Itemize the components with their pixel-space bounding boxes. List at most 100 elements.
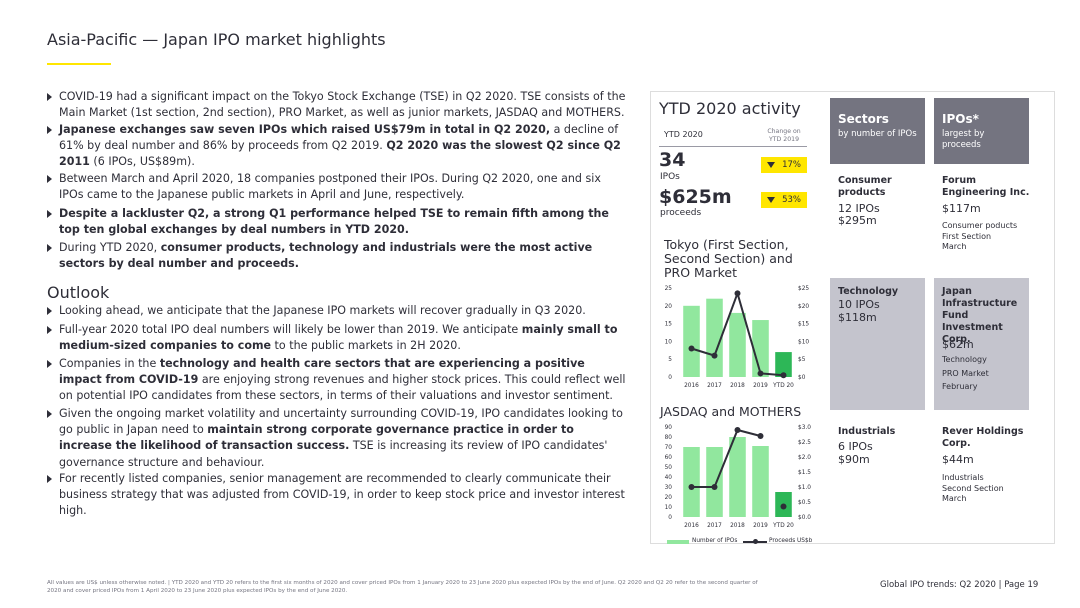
x-tick-label: 2017	[707, 383, 722, 389]
ipo-month: February	[942, 382, 978, 391]
ipo-name: Japan Infrastructure Fund Investment Cor…	[942, 286, 1018, 345]
highlight-text: During YTD 2020, consumer products, tech…	[59, 241, 593, 271]
x-tick-label: 2018	[730, 383, 745, 389]
ytd-title: YTD 2020 activity	[659, 99, 801, 118]
ipo-sector: Industrials	[942, 473, 984, 482]
y-left-tick-label: 15	[665, 322, 673, 328]
y-right-tick-label: $20	[798, 304, 809, 310]
proceeds-line	[691, 428, 761, 488]
y-right-tick-label: $15	[798, 322, 809, 328]
highlight-text: Despite a lackluster Q2, a strong Q1 per…	[59, 207, 609, 237]
sectors-header: Sectors by number of IPOs	[830, 98, 925, 164]
legend-line-marker	[753, 539, 758, 544]
ipo-market: First Section	[942, 231, 992, 241]
proceeds-change-value: 53%	[782, 195, 801, 205]
proceeds-point	[757, 370, 764, 377]
y-right-tick-label: $3.0	[798, 425, 811, 431]
proceeds-point	[780, 503, 787, 510]
sector-ipos: 6 IPOs	[838, 440, 873, 453]
outlook-text: Full-year 2020 total IPO deal numbers wi…	[59, 323, 618, 353]
ytd-proceeds-value: $625m	[659, 186, 732, 208]
ipo-row-3: Rever Holdings Corp. $44m Industrials Se…	[934, 418, 1029, 528]
ipo-count-bar	[729, 437, 746, 517]
ipo-market: PRO Market	[942, 369, 989, 378]
ipo-count-bar	[683, 447, 700, 517]
ipos-change-badge: 17%	[761, 157, 807, 173]
ipo-row-2: Japan Infrastructure Fund Investment Cor…	[934, 278, 1029, 410]
down-arrow-icon	[767, 162, 775, 168]
y-left-tick-label: 50	[665, 465, 673, 471]
ipo-proceeds: $117m	[942, 202, 981, 215]
ipo-market: Second Section	[942, 483, 1004, 493]
bullet-icon	[47, 307, 52, 315]
y-right-tick-label: $0.5	[798, 500, 811, 506]
ipos-change-value: 17%	[782, 160, 801, 170]
y-right-tick-label: $10	[798, 339, 809, 345]
y-right-tick-label: $1.0	[798, 485, 811, 491]
proceeds-point	[688, 345, 695, 352]
x-tick-label: 2016	[684, 523, 699, 529]
proceeds-point	[780, 372, 787, 379]
y-left-tick-label: 30	[665, 485, 673, 491]
x-tick-label: 2017	[707, 523, 722, 529]
proceeds-point	[734, 427, 741, 433]
down-arrow-icon	[767, 197, 775, 203]
ipo-row-1: Forum Engineering Inc. $117m Consumer po…	[934, 168, 1029, 271]
ipo-month: March	[942, 242, 967, 251]
sector-name: Consumer products	[838, 175, 892, 198]
x-tick-label: 2019	[753, 523, 768, 529]
sector-ipos: 12 IPOs	[838, 202, 880, 215]
sector-row-3: Industrials 6 IPOs $90m	[830, 418, 925, 528]
bullet-icon	[47, 475, 52, 483]
ipo-count-bar	[752, 446, 769, 517]
proceeds-change-badge: 53%	[761, 192, 807, 208]
y-left-tick-label: 60	[665, 455, 673, 461]
y-left-tick-label: 0	[668, 375, 672, 381]
ipo-count-bar	[706, 298, 723, 377]
y-left-tick-label: 70	[665, 445, 673, 451]
title-underline	[47, 63, 111, 65]
y-left-tick-label: 40	[665, 475, 673, 481]
ytd-proceeds-unit: proceeds	[660, 208, 702, 218]
legend-line-label: Proceeds US$b	[769, 538, 813, 544]
footnote: All values are US$ unless otherwise note…	[47, 580, 758, 594]
bullet-icon	[47, 210, 52, 218]
ipo-count-bar	[706, 447, 723, 517]
tokyo-chart: 0 5 10 15 20 25 $0 $5 $10 $15 $20 $25 2016 2017 2018 20…	[665, 286, 810, 389]
ipo-count-bar	[729, 312, 746, 377]
highlight-text: Japanese exchanges saw seven IPOs which …	[59, 123, 621, 169]
bullet-icon	[47, 175, 52, 183]
bullet-icon	[47, 410, 52, 418]
page-label: Global IPO trends: Q2 2020 | Page 19	[880, 580, 1039, 590]
ipo-sector: Consumer poducts	[942, 221, 1018, 230]
x-tick-label: YTD 20	[772, 383, 794, 389]
sector-name: Industrials	[838, 426, 896, 437]
y-left-tick-label: 10	[665, 505, 673, 511]
jasdaq-chart: 0 10 20 30 40 50 60 70 80 90 $0.0 $0.5 $1.0 $1.5 $2.0 $…	[665, 425, 812, 529]
ipo-proceeds: $44m	[942, 453, 974, 466]
change-label: Change on YTD 2019	[767, 128, 801, 143]
y-right-tick-label: $25	[798, 286, 809, 292]
proceeds-point	[688, 484, 695, 490]
outlook-text: Companies in the technology and health c…	[59, 357, 626, 403]
ipo-name: Rever Holdings Corp.	[942, 426, 1024, 449]
y-left-tick-label: 0	[668, 515, 672, 521]
x-tick-label: 2016	[684, 383, 699, 389]
y-left-tick-label: 10	[665, 339, 673, 345]
ytd-ipos-value: 34	[659, 149, 686, 171]
ipo-count-bar	[683, 305, 700, 377]
bullet-icon	[47, 126, 52, 134]
sectors-header-subtitle: by number of IPOs	[838, 129, 917, 139]
proceeds-point	[757, 433, 764, 439]
chart-legend: Number of IPOs Proceeds US$b	[667, 538, 817, 548]
sector-row-2: Technology 10 IPOs $118m	[830, 278, 925, 410]
ipos-header-title: IPOs*	[942, 112, 979, 126]
y-right-tick-label: $1.5	[798, 470, 811, 476]
highlight-text: COVID-19 had a significant impact on the…	[59, 90, 626, 120]
y-right-tick-label: $2.5	[798, 440, 811, 446]
outlook-text: For recently listed companies, senior ma…	[59, 472, 625, 518]
ipo-count-bar	[752, 320, 769, 377]
ipo-sector: Technology	[942, 355, 987, 364]
y-right-tick-label: $2.0	[798, 455, 811, 461]
sector-proceeds: $118m	[838, 311, 877, 324]
